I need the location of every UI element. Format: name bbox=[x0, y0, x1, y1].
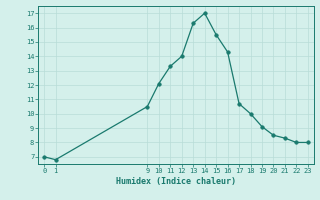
X-axis label: Humidex (Indice chaleur): Humidex (Indice chaleur) bbox=[116, 177, 236, 186]
